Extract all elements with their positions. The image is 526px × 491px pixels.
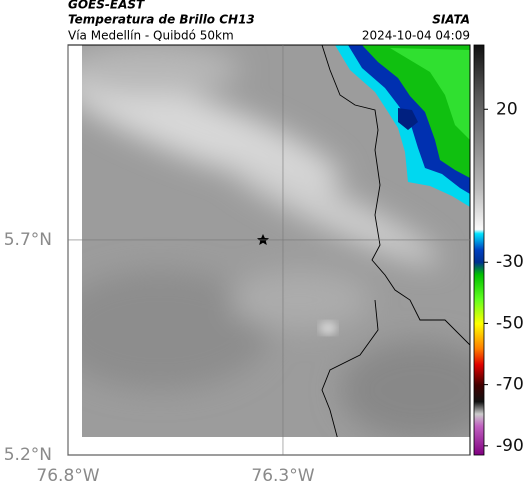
location-star	[257, 234, 269, 245]
satellite-image	[82, 45, 470, 437]
colorbar-tick-label: -50	[496, 313, 524, 333]
colorbar-tick-label: 20	[496, 99, 518, 119]
timestamp: 2024-10-04 04:09	[362, 29, 470, 43]
y-tick-label: 5.2°N	[4, 445, 52, 465]
colorbar-tick-label: -90	[496, 436, 524, 456]
colorbar-tick-label: -70	[496, 375, 524, 395]
title: Temperatura de Brillo CH13	[68, 13, 255, 27]
source: GOES-EAST	[68, 0, 145, 12]
colorbar	[473, 44, 485, 456]
agency: SIATA	[432, 13, 470, 27]
colorbar-tick-label: -30	[496, 252, 524, 272]
subtitle: Vía Medellín - Quibdó 50km	[68, 29, 234, 43]
y-tick-label: 5.7°N	[4, 230, 52, 250]
x-tick-label: 76.8°W	[36, 466, 99, 486]
x-tick-label: 76.3°W	[251, 466, 314, 486]
